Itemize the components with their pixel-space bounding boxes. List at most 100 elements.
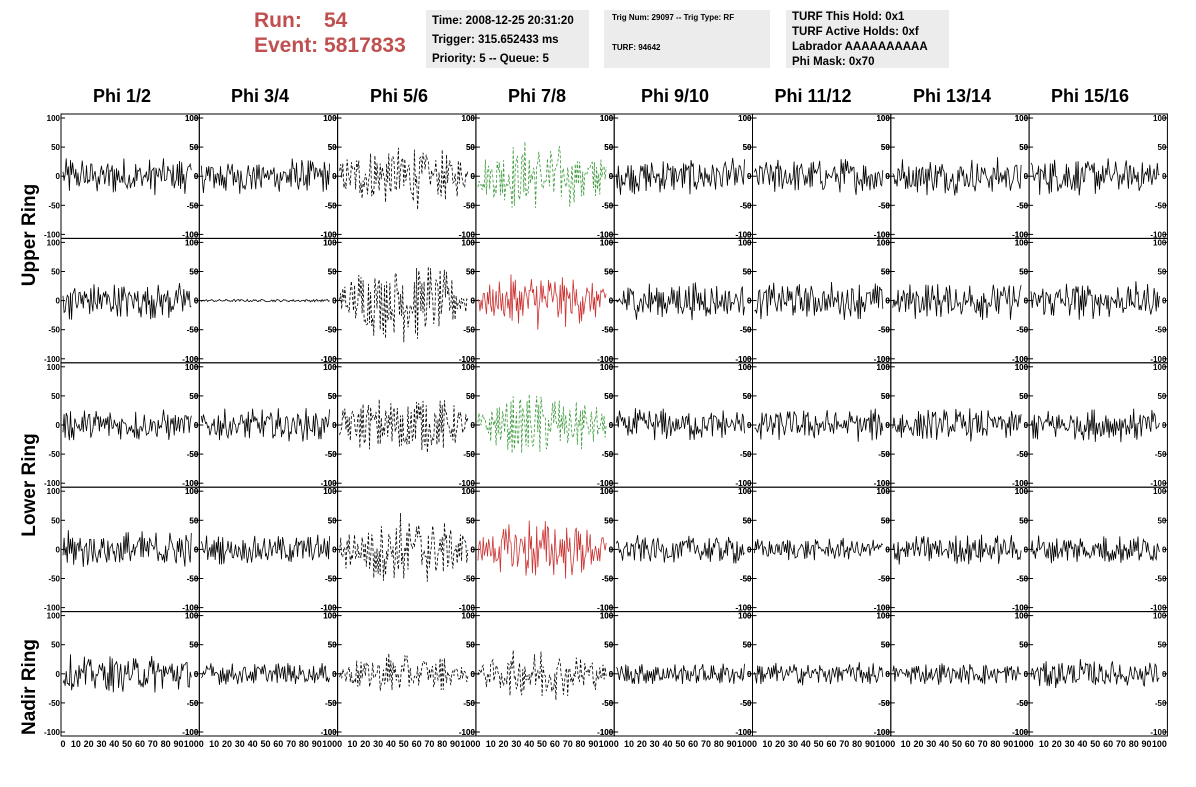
y-tick-label-right: 0	[609, 670, 614, 679]
x-tick-label: 10	[901, 739, 911, 749]
column-header-phi-9-10: Phi 9/10	[640, 86, 710, 106]
waveform-trace-r4-c8	[1030, 535, 1160, 564]
y-tick-label-left: -50	[325, 201, 337, 210]
x-tick-label: 60	[1103, 739, 1113, 749]
y-tick-label-left: 100	[600, 487, 614, 496]
y-tick-label-right: 100	[1015, 612, 1029, 621]
x-tick-label: 90	[727, 739, 737, 749]
y-tick-label-right: -100	[459, 479, 476, 488]
y-tick-label-left: 100	[876, 612, 890, 621]
y-tick-label-right: 50	[466, 392, 475, 401]
y-tick-label-left: 100	[323, 363, 337, 372]
y-tick-label-left: 100	[1015, 238, 1029, 247]
y-tick-label-left: 0	[470, 297, 475, 306]
y-tick-label-left: 100	[185, 363, 199, 372]
y-tick-label-left: -50	[325, 575, 337, 584]
y-tick-label-right: 0	[332, 421, 337, 430]
y-tick-label-left: -50	[1017, 326, 1029, 335]
y-tick-label-left: -50	[1017, 699, 1029, 708]
y-tick-label-left: 50	[466, 392, 475, 401]
y-tick-label-left: -50	[325, 699, 337, 708]
y-tick-label-right: 50	[328, 143, 337, 152]
y-tick-label-right: -100	[1012, 604, 1029, 613]
y-tick-label-left: 100	[47, 612, 61, 621]
y-tick-label-left: -50	[187, 450, 199, 459]
x-tick-label: 90	[588, 739, 598, 749]
y-tick-label-right: 0	[885, 421, 890, 430]
x-tick-label: 0	[199, 739, 204, 749]
x-tick-label: 100	[184, 739, 199, 749]
y-tick-label-left: 100	[1015, 114, 1029, 123]
y-tick-label-left: -100	[44, 230, 61, 239]
y-tick-label-right: 50	[1019, 268, 1028, 277]
y-tick-label-right: 100	[600, 612, 614, 621]
y-tick-label-left: 50	[743, 143, 752, 152]
y-tick-label-left: 100	[323, 114, 337, 123]
y-tick-label-right: -50	[463, 450, 475, 459]
waveform-trace-r3-c4	[477, 394, 607, 454]
x-tick-label: 80	[161, 739, 171, 749]
y-tick-label-right: 100	[323, 114, 337, 123]
x-tick-label: 40	[1077, 739, 1087, 749]
y-tick-label-right: 100	[600, 114, 614, 123]
y-tick-label-right: -50	[740, 326, 752, 335]
y-tick-label-left: -100	[874, 604, 891, 613]
y-tick-label-right: 0	[1024, 670, 1029, 679]
y-tick-label-right: 0	[885, 545, 890, 554]
y-tick-label-left: 0	[885, 421, 890, 430]
y-tick-label-right: 50	[1157, 516, 1166, 525]
y-tick-label-right: -50	[740, 201, 752, 210]
y-tick-label-right: -50	[187, 326, 199, 335]
waveform-panel-r4-c4	[475, 486, 615, 613]
x-tick-label: 50	[537, 739, 547, 749]
y-tick-label-right: 0	[1162, 297, 1167, 306]
x-tick-label: 60	[826, 739, 836, 749]
y-tick-label-right: -100	[874, 728, 891, 737]
y-tick-label-left: 0	[194, 545, 199, 554]
y-tick-label-right: 0	[609, 297, 614, 306]
y-tick-label-right: 50	[1157, 392, 1166, 401]
y-tick-label-left: -100	[735, 230, 752, 239]
y-tick-label-left: -50	[602, 201, 614, 210]
y-tick-label-right: 100	[1153, 114, 1167, 123]
y-tick-label-left: 0	[194, 172, 199, 181]
y-tick-label-left: -50	[463, 699, 475, 708]
waveform-trace-r3-c5	[615, 408, 745, 441]
y-tick-label-right: 100	[1015, 238, 1029, 247]
y-tick-label-right: -50	[1017, 201, 1029, 210]
x-tick-label: 60	[965, 739, 975, 749]
y-tick-label-left: -100	[597, 604, 614, 613]
y-tick-label-left: 0	[194, 421, 199, 430]
waveform-trace-r4-c1	[62, 530, 192, 567]
y-tick-label-left: 50	[466, 268, 475, 277]
trig-num-text: Trig Num: 29097 -- Trig Type: RF	[612, 13, 735, 22]
y-tick-label-right: -100	[182, 355, 199, 364]
y-tick-label-left: 100	[47, 487, 61, 496]
x-tick-label: 90	[312, 739, 322, 749]
y-tick-label-right: 0	[747, 670, 752, 679]
y-tick-label-left: -100	[874, 728, 891, 737]
y-tick-label-right: 50	[189, 641, 198, 650]
x-tick-label: 30	[650, 739, 660, 749]
waveform-trace-r2-c2	[201, 298, 330, 303]
waveform-trace-r5-c2	[200, 663, 330, 685]
y-tick-label-right: 100	[1153, 238, 1167, 247]
y-tick-label-left: -100	[597, 355, 614, 364]
y-tick-label-right: -100	[321, 728, 338, 737]
x-tick-label: 60	[412, 739, 422, 749]
x-tick-label: 70	[563, 739, 573, 749]
y-tick-label-right: 100	[876, 612, 890, 621]
x-tick-label: 30	[1065, 739, 1075, 749]
x-tick-label: 100	[1152, 739, 1167, 749]
y-tick-label-right: -100	[597, 230, 614, 239]
y-tick-label-right: -100	[874, 230, 891, 239]
y-tick-label-right: -100	[735, 604, 752, 613]
y-tick-label-right: -50	[325, 326, 337, 335]
y-tick-label-left: 100	[462, 363, 476, 372]
y-tick-label-left: 50	[189, 268, 198, 277]
y-tick-label-right: -100	[182, 479, 199, 488]
y-tick-label-right: 0	[332, 670, 337, 679]
y-tick-label-left: -100	[321, 230, 338, 239]
x-tick-label: 100	[737, 739, 752, 749]
waveform-trace-r1-c1	[62, 158, 192, 196]
